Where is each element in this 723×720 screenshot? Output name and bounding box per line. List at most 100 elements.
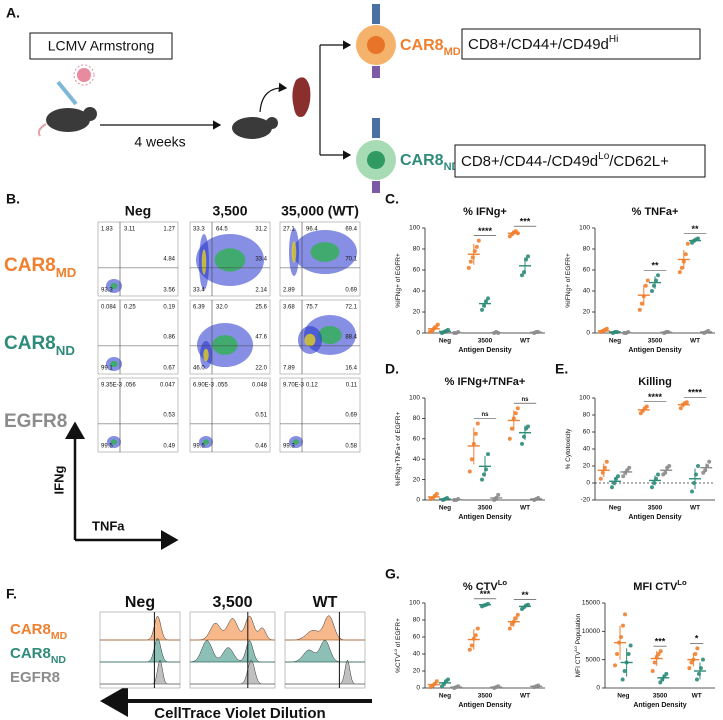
x-axis-label: Antigen Density: [458, 514, 511, 521]
data-point: [677, 270, 682, 275]
data-point: [695, 646, 700, 651]
y-axis-label: %CTVLo of EGFR+: [393, 618, 402, 673]
y-tick-label: 60: [413, 634, 421, 641]
box: [29, 32, 173, 60]
data-point: [684, 400, 689, 405]
data-point: [468, 259, 473, 264]
y-tick-label: 20: [413, 476, 421, 483]
data-point: [628, 643, 633, 648]
x-tick-label: WT: [520, 338, 530, 345]
gate-value: 0.11: [346, 383, 358, 389]
x-tick-label: 3500: [478, 338, 493, 345]
data-point: [435, 322, 440, 327]
gate-value: 32.0: [216, 305, 228, 311]
data-point: [509, 426, 514, 431]
row-label: EGFR8: [4, 411, 67, 432]
data-point: [520, 273, 524, 278]
y-tick-label: 60: [413, 436, 421, 443]
mouse-head: [83, 107, 97, 121]
data-point: [687, 666, 692, 671]
data-point: [507, 436, 512, 441]
panel-label: F.: [6, 586, 17, 602]
gate-value: 0.19: [163, 305, 175, 311]
significance: ***: [520, 217, 531, 227]
data-point: [637, 307, 642, 312]
column-title: 35,000 (WT): [281, 203, 359, 219]
data-point: [480, 477, 484, 482]
data-point: [475, 421, 480, 426]
data-point: [652, 660, 657, 665]
chart-title: % CTVLo: [463, 578, 508, 593]
spleen: [292, 77, 311, 117]
y-tick-label: 100: [409, 395, 420, 402]
data-point: [520, 441, 524, 446]
data-point: [526, 254, 530, 259]
gate-value: 0.67: [163, 366, 175, 372]
data-point: [639, 301, 644, 306]
data-point: [467, 469, 472, 474]
gate-value: 7.89: [283, 366, 295, 372]
data-point: [650, 289, 654, 293]
panel-label: A.: [6, 5, 20, 21]
data-point: [645, 278, 650, 283]
phenotype: CD8+/CD44-/CD49dLo/CD62L+: [461, 151, 669, 170]
gate-value: 0.25: [124, 305, 136, 311]
y-tick-label: 20: [413, 309, 421, 316]
gate-value: 1.27: [163, 227, 175, 233]
gate-value: 99.3: [283, 444, 295, 450]
x-tick-label: Neg: [617, 693, 629, 700]
y-tick-label: 0: [596, 685, 600, 692]
density-core: [201, 249, 207, 275]
density-core: [318, 326, 342, 344]
column-title: 3,500: [212, 203, 247, 219]
density-core: [110, 282, 118, 290]
gate-value: 2.89: [283, 288, 295, 294]
gate-value: 72.1: [345, 305, 357, 311]
data-point: [473, 633, 478, 638]
density-core: [203, 348, 209, 362]
y-tick-label: 60: [583, 267, 591, 274]
y-tick-label: 15000: [582, 600, 600, 607]
gate-value: 9.35E-3: [101, 383, 123, 389]
gate-value: 16.4: [345, 366, 357, 372]
data-point: [643, 283, 648, 288]
data-point: [615, 652, 620, 656]
data-point: [473, 431, 478, 436]
y-axis-label: %IFNg+ of EGFR+: [565, 253, 572, 308]
gate-value: .055: [216, 383, 228, 389]
x-axis-label: Antigen Density: [458, 702, 511, 709]
virus-spikes: [73, 64, 95, 86]
significance: **: [521, 590, 529, 600]
data-point: [656, 472, 660, 477]
density-core: [214, 248, 246, 272]
data-point: [678, 406, 683, 411]
data-point: [476, 238, 481, 243]
data-point: [707, 459, 712, 464]
x-tick-label: 3500: [648, 338, 663, 345]
y-tick-label: 80: [583, 246, 591, 253]
data-point: [621, 474, 626, 479]
y-tick-label: 40: [583, 446, 591, 453]
gate-value: 33.4: [193, 288, 205, 294]
data-point: [622, 669, 627, 673]
data-point: [656, 652, 661, 656]
gate-value: 3.11: [124, 227, 136, 233]
data-point: [620, 677, 625, 682]
data-point: [690, 489, 694, 494]
gate-value: 0.048: [252, 383, 268, 389]
data-point: [513, 616, 518, 621]
cell-label: CAR8ND: [400, 152, 460, 173]
gate-value: 0.51: [255, 413, 267, 419]
y-tick-label: 100: [409, 225, 420, 232]
panel-label: E.: [555, 361, 568, 377]
x-tick-label: Neg: [609, 338, 621, 345]
gate-value: 4.84: [163, 257, 175, 263]
gate-value: 9.70E-3: [283, 383, 305, 389]
receptor: [372, 118, 380, 138]
x-tick-label: Neg: [439, 693, 451, 700]
panel-label: G.: [385, 566, 400, 582]
chart-title: Killing: [638, 376, 672, 388]
y-tick-label: 40: [413, 288, 421, 295]
data-point: [650, 485, 654, 490]
gate-value: 33.4: [255, 257, 267, 263]
